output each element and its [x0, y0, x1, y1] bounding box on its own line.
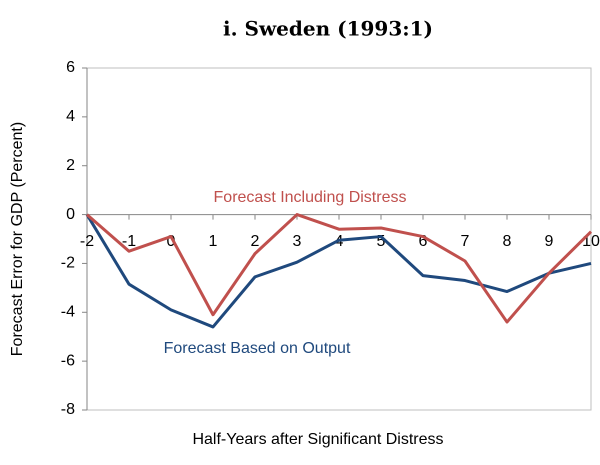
series-line — [85, 213, 592, 329]
y-tick-label: -6 — [61, 352, 75, 369]
y-tick-label: 0 — [66, 206, 75, 223]
x-tick-label: 8 — [503, 233, 512, 250]
x-tick-label: 6 — [419, 233, 428, 250]
x-tick-label: -2 — [80, 233, 94, 250]
x-tick-label: 3 — [293, 233, 302, 250]
x-tick-label: 9 — [545, 233, 554, 250]
series-label: Forecast Including Distress — [214, 189, 407, 206]
x-tick-label: 10 — [582, 233, 600, 250]
x-tick-label: 0 — [167, 233, 176, 250]
x-tick-label: 1 — [209, 233, 218, 250]
x-tick-label: 2 — [251, 233, 260, 250]
y-tick-label: 2 — [66, 157, 75, 174]
y-tick-label: -2 — [61, 255, 75, 272]
x-tick-label: 7 — [461, 233, 470, 250]
x-axis-title: Half-Years after Significant Distress — [192, 431, 443, 448]
y-axis-title: Forecast Error for GDP (Percent) — [9, 122, 26, 356]
y-tick-label: -8 — [61, 401, 75, 418]
x-tick-label: 5 — [377, 233, 386, 250]
series-label: Forecast Based on Output — [164, 340, 351, 357]
y-tick-label: 6 — [66, 59, 75, 76]
y-tick-label: -4 — [61, 304, 75, 321]
y-tick-label: 4 — [66, 108, 75, 125]
x-tick-label: -1 — [122, 233, 136, 250]
series-line — [86, 213, 593, 324]
chart-title: i. Sweden (1993:1) — [223, 17, 433, 41]
